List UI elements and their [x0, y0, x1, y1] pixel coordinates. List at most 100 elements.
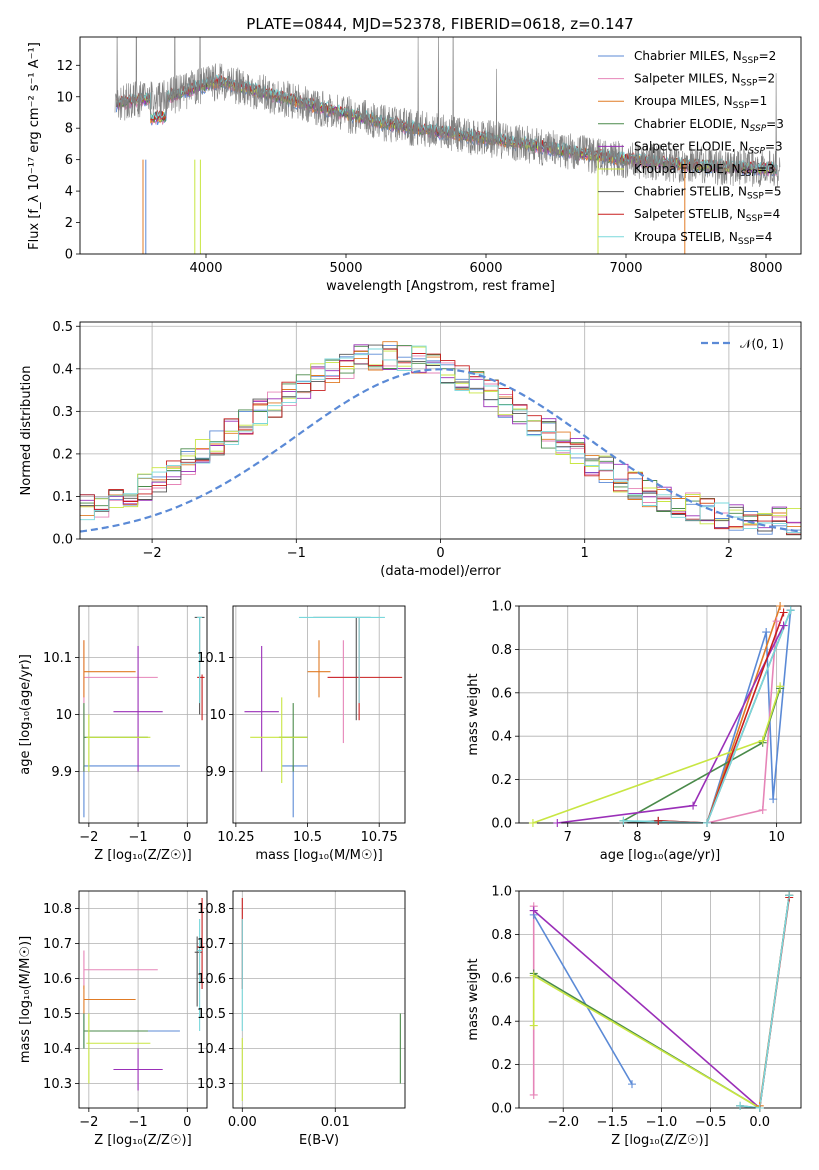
marker-point — [779, 608, 788, 617]
y-tick-label: 10.4 — [197, 1042, 226, 1057]
legend-label: Salpeter MILES, NSSP=2 — [634, 72, 775, 89]
marker-point — [528, 819, 537, 827]
x-axis-label: wavelength [Angstrom, rest frame] — [326, 279, 555, 294]
legend-count: =4 — [763, 207, 781, 221]
y-tick-label: 10 — [55, 708, 72, 723]
y-tick-label: 10.5 — [43, 1007, 72, 1022]
x-axis-label: mass [log₁₀(M/M☉)] — [255, 848, 382, 863]
legend-label: Kroupa STELIB, NSSP=4 — [634, 230, 772, 247]
y-tick-label: 4 — [65, 185, 73, 200]
mass-weight-line — [623, 688, 781, 822]
y-tick-label: 10.8 — [197, 902, 226, 917]
y-axis-label: age [log₁₀(age/yr)] — [18, 654, 33, 775]
y-tick-label: 10.4 — [43, 1042, 72, 1057]
y-tick-label: 10.5 — [197, 1007, 226, 1022]
observed-spectrum — [114, 37, 781, 188]
mass-weight-line — [533, 914, 633, 1085]
y-tick-label: 2 — [65, 216, 73, 231]
marker-point — [703, 819, 711, 827]
y-tick-label: 1.0 — [491, 600, 512, 615]
y-tick-label: 9.9 — [51, 765, 72, 780]
x-tick-label: 5000 — [329, 261, 362, 276]
marker-point — [758, 805, 767, 814]
y-axis-label: mass [log₁₀(M/M☉)] — [18, 936, 33, 1063]
y-tick-label: 8 — [65, 122, 73, 137]
panel-mass_weight_vs_age: 7 8 9 10 0.0 0.2 0.4 0.6 0.8 1.0 age [log₁₀(age/yr… — [466, 600, 802, 863]
marker-point — [779, 621, 788, 630]
marker-point — [772, 617, 781, 626]
y-tick-label: 10.3 — [43, 1077, 72, 1092]
y-tick-label: 10 — [56, 90, 73, 105]
legend-subscript: SSP — [738, 237, 755, 247]
y-tick-label: 10.7 — [197, 937, 226, 952]
x-tick-label: 1 — [581, 546, 589, 561]
x-tick-label: 4000 — [189, 261, 222, 276]
panel-age_vs_mass: 10.25 10.5 10.75 9.9 10 10.1 mass [log₁₀(M/M☉)… — [197, 605, 406, 863]
x-tick-label: 7 — [564, 830, 572, 845]
legend-label: Salpeter STELIB, NSSP=4 — [634, 207, 780, 224]
figure-title: PLATE=0844, MJD=52378, FIBERID=0618, z=0… — [246, 15, 633, 33]
x-tick-label: −1 — [287, 546, 306, 561]
y-tick-label: 0.2 — [491, 773, 512, 788]
marker-point — [553, 819, 562, 827]
marker-point — [529, 971, 538, 980]
y-tick-label: 0.6 — [491, 686, 512, 701]
marker-point — [769, 795, 778, 804]
legend-label: Kroupa MILES, NSSP=1 — [634, 94, 767, 111]
marker-point — [529, 906, 538, 915]
y-tick-label: 0.5 — [52, 320, 73, 335]
y-tick-label: 10.6 — [197, 972, 226, 987]
axes-frame — [78, 605, 208, 824]
y-tick-label: 9.9 — [205, 765, 226, 780]
plot-area — [519, 606, 801, 823]
normal-curve — [80, 368, 799, 533]
marker-point — [785, 891, 794, 900]
legend-label: Chabrier STELIB, NSSP=5 — [634, 185, 782, 202]
x-tick-label: −1 — [128, 1115, 147, 1130]
x-tick-label: 8000 — [749, 261, 782, 276]
axes-frame — [232, 605, 406, 824]
marker-point — [529, 1021, 538, 1030]
x-axis-label: age [log₁₀(age/yr)] — [600, 848, 721, 863]
y-tick-label: 0 — [65, 248, 73, 263]
y-tick-label: 10.1 — [43, 651, 72, 666]
y-tick-label: 0.4 — [52, 362, 73, 377]
y-tick-label: 0.8 — [491, 643, 512, 658]
plot-area — [233, 606, 405, 823]
x-tick-label: 0.00 — [228, 1115, 257, 1130]
x-tick-label: 10.75 — [361, 830, 398, 845]
marker-point — [736, 1101, 745, 1110]
x-axis-label: E(B-V) — [299, 1133, 339, 1148]
x-tick-label: −0.5 — [695, 1115, 727, 1130]
x-tick-label: −2 — [143, 546, 162, 561]
legend-count: =5 — [764, 185, 782, 199]
mass-weight-line — [623, 610, 792, 823]
plot-area — [80, 322, 801, 539]
x-tick-label: 0 — [436, 546, 444, 561]
x-tick-label: 0.01 — [321, 1115, 350, 1130]
x-axis-label: Z [log₁₀(Z/Z☉)] — [611, 1133, 708, 1148]
x-tick-label: 0 — [183, 830, 191, 845]
legend-label: Chabrier ELODIE, NSSP=3 — [634, 117, 784, 134]
marker-point — [758, 736, 767, 745]
x-tick-label: 6000 — [469, 261, 502, 276]
panel-mass_vs_ebv: 0.00 0.01 10.3 10.4 10.5 10.6 10.7 10.8 E(B-V) — [197, 890, 406, 1148]
y-tick-label: 10.6 — [43, 972, 72, 987]
y-tick-label: 0.8 — [491, 928, 512, 943]
legend-count: =3 — [765, 139, 783, 153]
x-tick-label: 10.25 — [217, 830, 254, 845]
legend-count: =1 — [750, 94, 768, 108]
marker-point — [776, 682, 785, 691]
y-tick-label: 10.8 — [43, 902, 72, 917]
y-tick-label: 12 — [56, 59, 73, 74]
x-tick-label: −1.5 — [597, 1115, 629, 1130]
legend-subscript: SSP — [750, 124, 767, 134]
legend-subscript: SSP — [733, 101, 750, 111]
x-axis-label: Z [log₁₀(Z/Z☉)] — [94, 1133, 191, 1148]
legend-label: Kroupa ELODIE, NSSP=3 — [634, 162, 775, 179]
mass-weight-line — [706, 606, 781, 823]
panel-age_vs_Z: −2 −1 0 9.9 10 10.1 Z [log₁₀(Z/Z☉)] age [log₁₀(… — [18, 605, 208, 863]
y-tick-label: 0.0 — [52, 533, 73, 548]
y-tick-label: 1.0 — [491, 885, 512, 900]
mass-weight-line — [557, 625, 785, 823]
